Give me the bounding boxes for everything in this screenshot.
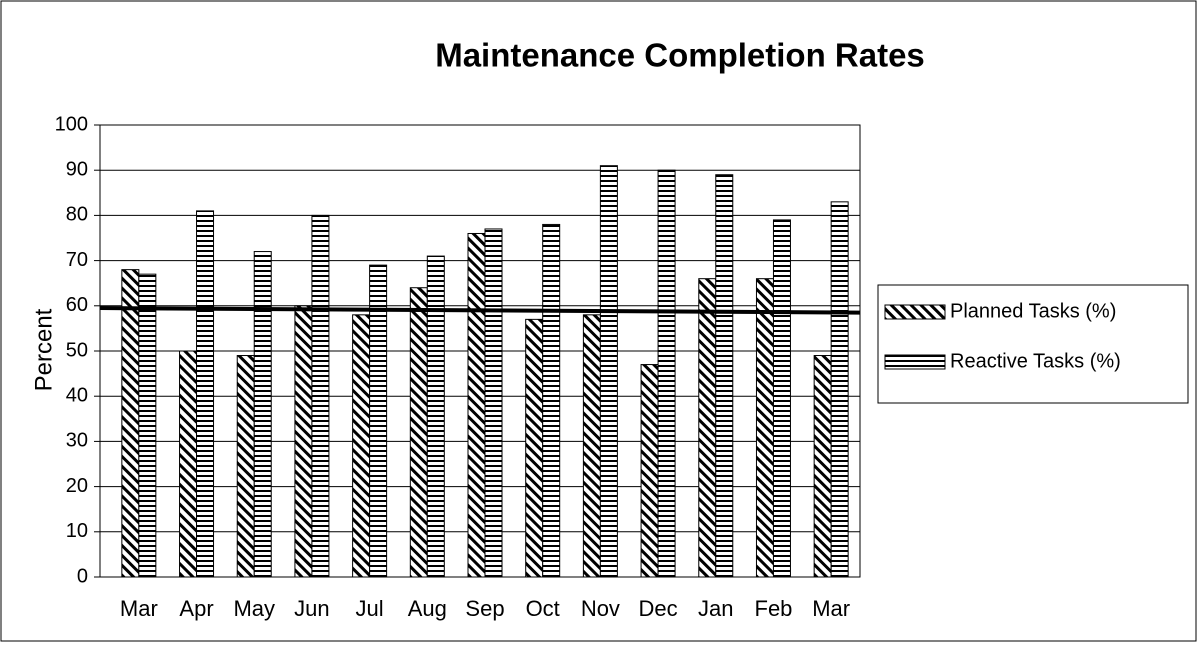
bar [369, 264, 388, 578]
x-tick-label: Apr [179, 596, 213, 621]
x-tick-label: Mar [812, 596, 850, 621]
bar [640, 364, 659, 578]
bar [352, 314, 371, 578]
bar [599, 165, 618, 578]
bar [698, 278, 717, 578]
y-tick-label: 100 [55, 113, 88, 135]
y-tick-label: 50 [66, 339, 88, 361]
bar [138, 273, 157, 578]
chart-title: Maintenance Completion Rates [435, 37, 925, 74]
x-tick-label: Jul [356, 596, 384, 621]
bar [196, 210, 215, 578]
legend-label: Reactive Tasks (%) [950, 350, 1121, 372]
bar [582, 314, 601, 578]
x-tick-label: Jun [294, 596, 329, 621]
x-tick-label: Oct [526, 596, 560, 621]
x-tick-label: Aug [408, 596, 447, 621]
x-tick-label: Nov [581, 596, 620, 621]
y-tick-label: 40 [66, 384, 88, 406]
bar [715, 174, 734, 578]
bar [525, 318, 544, 578]
bar [426, 255, 445, 578]
bar [542, 223, 561, 578]
bar [121, 269, 140, 578]
trendline [99, 306, 861, 315]
bar [755, 278, 774, 578]
bar [830, 201, 849, 578]
bar [772, 219, 791, 578]
y-tick-label: 0 [77, 565, 88, 587]
y-tick-label: 10 [66, 520, 88, 542]
y-tick-label: 30 [66, 430, 88, 452]
bar [179, 350, 198, 578]
x-tick-label: Dec [639, 596, 678, 621]
bar [484, 228, 503, 578]
bar [253, 251, 272, 578]
y-tick-label: 70 [66, 249, 88, 271]
legend-swatch [884, 354, 946, 370]
x-tick-label: Mar [120, 596, 158, 621]
x-tick-label: Feb [755, 596, 793, 621]
bar [236, 355, 255, 578]
legend-swatch [884, 304, 946, 320]
bar [813, 355, 832, 578]
y-axis-label: Percent [30, 308, 57, 391]
x-tick-label: May [233, 596, 275, 621]
y-tick-label: 80 [66, 204, 88, 226]
y-tick-label: 60 [66, 294, 88, 316]
x-tick-label: Jan [698, 596, 733, 621]
bar [657, 169, 676, 578]
bar [467, 232, 486, 578]
bar [294, 305, 313, 578]
bar [311, 214, 330, 578]
bar [409, 287, 428, 578]
legend-label: Planned Tasks (%) [950, 300, 1116, 322]
y-tick-label: 90 [66, 158, 88, 180]
x-tick-label: Sep [465, 596, 504, 621]
y-tick-label: 20 [66, 475, 88, 497]
